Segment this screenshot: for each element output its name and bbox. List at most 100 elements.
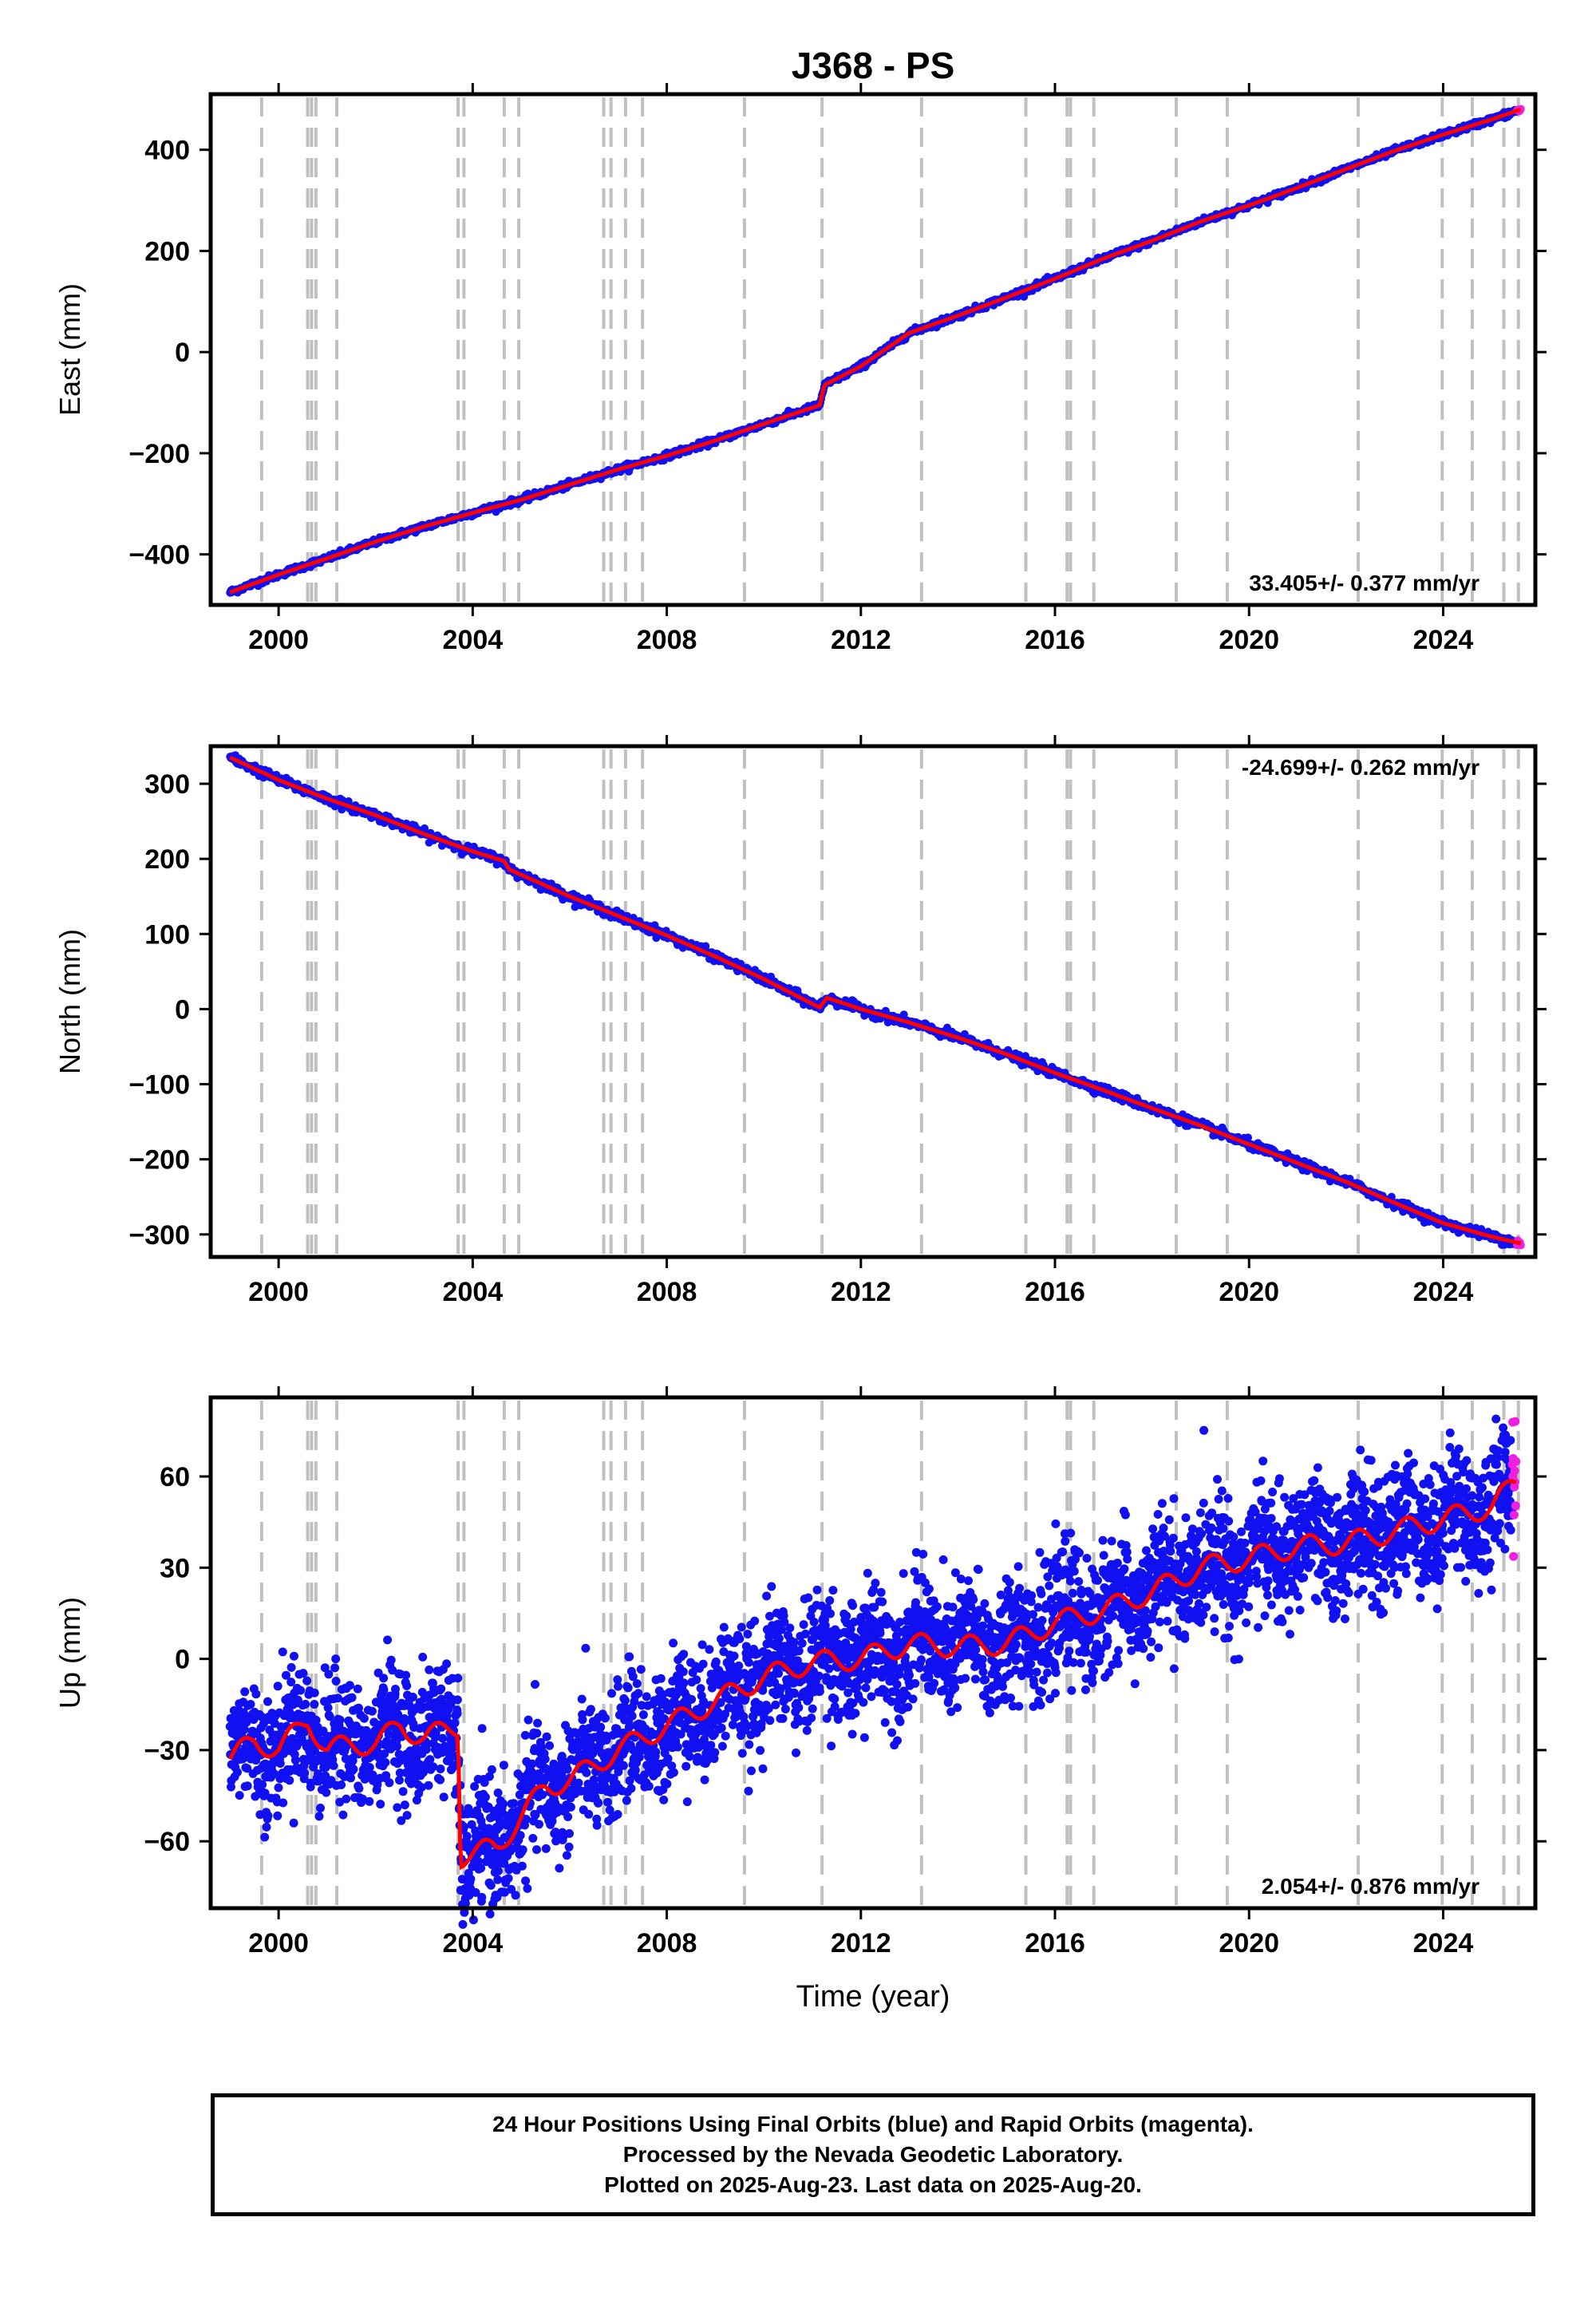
up-data-point: [298, 1669, 308, 1678]
up-data-point: [509, 1799, 519, 1808]
east-x-tick-label: 2020: [1219, 625, 1279, 655]
east-scatter-points: [226, 105, 1525, 597]
up-data-point: [586, 1705, 595, 1714]
up-data-point: [324, 1670, 334, 1679]
panel-east: 2000 2004 2008 2012 2016 2020 2024 −400−200020…: [53, 83, 1547, 655]
up-data-point: [400, 1800, 409, 1810]
up-data-point: [285, 1776, 294, 1785]
east-y-tick-label: 0: [175, 338, 190, 368]
up-data-point: [516, 1831, 525, 1840]
up-data-point: [600, 1713, 610, 1723]
panel-up: 2000 2004 2008 2012 2016 2020 2024 −60−3003060…: [53, 1386, 1547, 1958]
east-event-lines: [259, 97, 1520, 602]
up-data-point: [574, 1778, 583, 1788]
east-rate-label: 33.405+/- 0.377 mm/yr: [1249, 571, 1479, 595]
up-data-point: [381, 1758, 390, 1767]
panel-north: 2000 2004 2008 2012 2016 2020 2024 −300−200−10…: [53, 735, 1547, 1307]
up-data-point: [577, 1694, 587, 1704]
up-data-point: [379, 1686, 389, 1694]
east-y-tick-label: −400: [128, 540, 190, 571]
up-data-point: [466, 1875, 476, 1883]
up-data-point: [485, 1909, 495, 1919]
up-data-point: [493, 1875, 503, 1884]
up-data-point: [278, 1647, 287, 1657]
up-data-point: [592, 1820, 602, 1830]
up-data-point: [331, 1654, 341, 1664]
up-data-point: [436, 1775, 445, 1784]
up-data-point: [582, 1768, 591, 1777]
up-data-point: [376, 1800, 385, 1809]
north-y-tick-label: −300: [128, 1220, 190, 1251]
up-data-point: [337, 1780, 346, 1789]
up-data-point: [391, 1685, 400, 1694]
up-data-point: [330, 1663, 340, 1673]
up-data-point: [634, 1689, 643, 1698]
up-data-point: [618, 1761, 628, 1770]
up-data-point: [636, 1665, 646, 1674]
up-data-point: [310, 1700, 319, 1709]
up-data-point: [331, 1677, 341, 1686]
up-data-point: [453, 1674, 463, 1683]
up-data-point: [310, 1688, 319, 1697]
up-data-point: [354, 1784, 364, 1793]
up-data-point: [439, 1792, 448, 1802]
up-data-point: [275, 1759, 285, 1769]
up-data-point: [263, 1697, 272, 1706]
up-data-point: [240, 1687, 250, 1697]
up-data-point: [338, 1810, 348, 1820]
up-data-point: [323, 1703, 333, 1713]
up-data-point: [258, 1780, 267, 1789]
up-data-point: [531, 1680, 539, 1689]
up-data-point: [562, 1851, 571, 1860]
up-data-point: [329, 1761, 338, 1770]
up-data-point: [523, 1715, 533, 1725]
up-data-point: [274, 1783, 283, 1792]
north-y-tick-label: 100: [144, 919, 190, 950]
up-data-point: [563, 1812, 573, 1821]
east-y-tick-label: −200: [128, 439, 190, 469]
up-data-point: [342, 1794, 351, 1804]
up-scatter-points: [225, 1414, 1521, 1929]
up-data-point: [436, 1765, 445, 1773]
up-data-point: [452, 1709, 462, 1718]
up-data-point: [301, 1699, 310, 1709]
up-data-point: [499, 1799, 508, 1808]
up-data-point: [532, 1845, 541, 1855]
up-data-point: [644, 1781, 654, 1791]
up-data-point: [322, 1788, 331, 1797]
up-data-point: [286, 1678, 296, 1687]
up-data-point: [566, 1802, 575, 1812]
up-data-point: [545, 1741, 555, 1750]
up-data-point: [613, 1810, 622, 1819]
up-data-point: [393, 1741, 401, 1751]
up-data-point: [437, 1684, 446, 1694]
up-data-point: [314, 1812, 324, 1821]
up-data-point: [438, 1733, 448, 1743]
up-data-point: [233, 1768, 242, 1777]
up-data-point: [517, 1861, 527, 1871]
east-y-axis-label: East (mm): [53, 283, 86, 416]
north-rate-label: -24.699+/- 0.262 mm/yr: [1242, 755, 1479, 780]
up-data-point: [316, 1804, 325, 1812]
up-data-point: [385, 1778, 394, 1788]
up-data-point: [499, 1761, 508, 1770]
north-y-tick-label: 200: [144, 844, 190, 875]
up-data-point: [603, 1797, 612, 1807]
up-data-point: [425, 1665, 434, 1674]
up-data-point: [263, 1811, 273, 1820]
up-data-point: [614, 1682, 622, 1691]
up-data-point: [286, 1662, 296, 1672]
up-data-point: [533, 1718, 543, 1728]
up-data-point: [518, 1845, 527, 1855]
up-data-point: [296, 1686, 306, 1695]
up-data-point: [581, 1643, 591, 1653]
up-data-point: [532, 1729, 542, 1738]
up-data-point: [651, 1747, 661, 1757]
up-data-point: [349, 1765, 358, 1774]
up-data-point: [386, 1655, 396, 1665]
north-x-tick-label: 2004: [443, 1277, 504, 1307]
up-data-point: [521, 1876, 531, 1886]
up-data-point: [424, 1780, 433, 1790]
